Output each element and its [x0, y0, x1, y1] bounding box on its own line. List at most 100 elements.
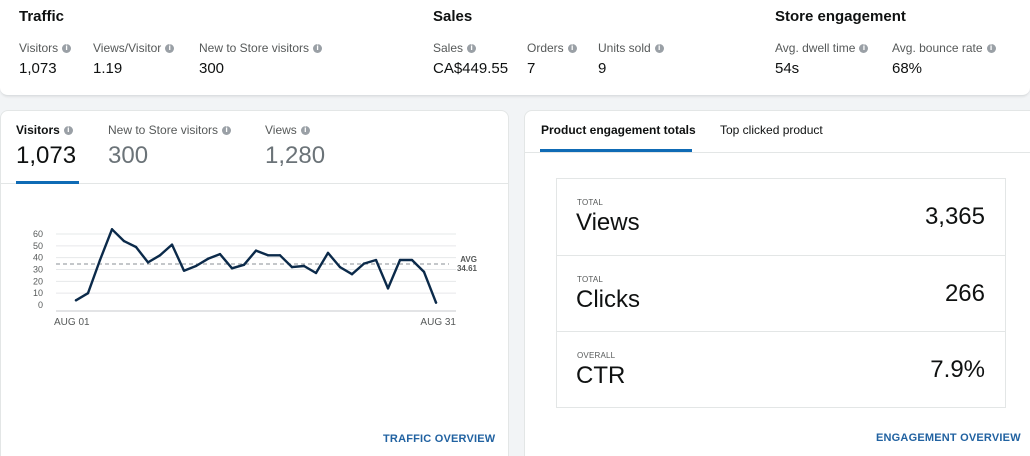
data-point — [158, 254, 162, 257]
metric-views-per-visitor: Views/Visitor i 1.19 — [93, 41, 175, 77]
tab-label: Views — [265, 123, 297, 137]
metric-new-to-store: New to Store visitors i 300 — [199, 41, 323, 77]
tab-label: New to Store visitors — [108, 123, 219, 137]
engagement-group-title: Store engagement — [775, 8, 906, 25]
row-caption: OVERALL — [577, 351, 616, 360]
metric-units-sold: Units sold i 9 — [598, 41, 664, 77]
y-tick-label: 20 — [33, 276, 43, 286]
totals-row-clicks: TOTAL Clicks 266 — [557, 255, 1005, 331]
info-icon[interactable]: i — [62, 43, 72, 53]
metric-label: Avg. dwell time — [775, 41, 856, 55]
x-start-label: AUG 01 — [54, 317, 90, 328]
traffic-metric-tabs: Visitors i 1,073 New to Store visitors i 3… — [1, 111, 508, 184]
metric-value: 7 — [527, 60, 536, 77]
traffic-group-title: Traffic — [19, 8, 65, 25]
row-value: 7.9% — [930, 356, 985, 383]
active-tab-underline — [16, 181, 79, 184]
data-point — [254, 249, 258, 252]
data-point — [410, 258, 414, 262]
metric-label: Orders — [527, 41, 564, 55]
info-icon[interactable]: i — [63, 125, 73, 135]
y-tick-label: 30 — [33, 265, 43, 275]
info-icon[interactable]: i — [165, 43, 175, 53]
data-point — [242, 263, 246, 266]
y-tick-label: 50 — [33, 241, 43, 251]
metric-value: 9 — [598, 60, 607, 77]
traffic-card: Visitors i 1,073 New to Store visitors i 3… — [0, 110, 509, 456]
metric-label: Units sold — [598, 41, 651, 55]
row-name: Clicks — [576, 286, 640, 313]
data-point — [74, 299, 78, 302]
data-point — [302, 264, 306, 268]
info-icon[interactable]: i — [567, 43, 577, 53]
data-point — [290, 265, 294, 269]
info-icon[interactable]: i — [467, 43, 477, 53]
x-end-label: AUG 31 — [420, 317, 456, 328]
data-point — [86, 291, 90, 295]
metric-visitors: Visitors i 1,073 — [19, 41, 72, 77]
data-point — [374, 258, 378, 262]
row-caption: TOTAL — [577, 198, 604, 207]
data-point — [338, 265, 342, 269]
tab-label: Visitors — [16, 123, 60, 137]
data-point — [170, 243, 174, 246]
tab-new-to-store[interactable]: New to Store visitors i 300 — [108, 123, 232, 170]
metric-label: New to Store visitors — [199, 41, 310, 55]
info-icon[interactable]: i — [313, 43, 323, 53]
metric-value: 68% — [892, 60, 923, 77]
data-point — [422, 270, 426, 274]
data-point — [230, 267, 234, 270]
data-point — [350, 273, 354, 276]
tab-visitors[interactable]: Visitors i 1,073 — [16, 123, 76, 170]
row-name: CTR — [576, 362, 626, 389]
y-tick-label: 0 — [38, 300, 43, 310]
metric-value: 54s — [775, 60, 800, 77]
tab-value: 300 — [108, 142, 149, 169]
totals-row-ctr: OVERALL CTR 7.9% — [557, 331, 1005, 407]
metric-bounce-rate: Avg. bounce rate i 68% — [892, 41, 996, 77]
sales-group-title: Sales — [433, 8, 473, 25]
tab-top-clicked-product[interactable]: Top clicked product — [720, 123, 823, 137]
info-icon[interactable]: i — [654, 43, 664, 53]
metric-dwell-time: Avg. dwell time i 54s — [775, 41, 869, 77]
data-point — [386, 287, 390, 290]
tab-value: 1,073 — [16, 142, 77, 169]
average-value-label: 34.61 — [457, 264, 478, 273]
metric-orders: Orders i 7 — [527, 41, 577, 77]
data-point — [398, 258, 402, 262]
engagement-overview-link[interactable]: ENGAGEMENT OVERVIEW — [876, 432, 1021, 444]
data-point — [326, 251, 330, 255]
metric-value: 1.19 — [93, 60, 123, 77]
totals-row-views: TOTAL Views 3,365 — [557, 179, 1005, 255]
data-point — [206, 257, 210, 261]
data-point — [314, 271, 318, 275]
data-point — [434, 301, 438, 304]
active-tab-underline — [540, 149, 692, 152]
metric-sales: Sales i CA$449.55 — [433, 41, 508, 77]
engagement-totals-table: TOTAL Views 3,365 TOTAL Clicks 266 OVERA… — [556, 178, 1006, 408]
data-point — [194, 264, 198, 268]
traffic-overview-link[interactable]: TRAFFIC OVERVIEW — [383, 433, 496, 445]
metric-label: Views/Visitor — [93, 41, 162, 55]
info-icon[interactable]: i — [986, 43, 996, 53]
info-icon[interactable]: i — [300, 125, 310, 135]
tab-value: 1,280 — [265, 142, 326, 169]
engagement-card: Product engagement totals Top clicked pr… — [524, 110, 1030, 456]
tab-product-engagement-totals[interactable]: Product engagement totals — [541, 123, 696, 137]
engagement-tabs: Product engagement totals Top clicked pr… — [525, 111, 1030, 153]
metric-label: Avg. bounce rate — [892, 41, 983, 55]
tab-views[interactable]: Views i 1,280 — [265, 123, 325, 170]
row-value: 3,365 — [924, 203, 985, 230]
data-point — [146, 261, 150, 264]
info-icon[interactable]: i — [222, 125, 232, 135]
info-icon[interactable]: i — [859, 43, 869, 53]
y-tick-label: 40 — [33, 253, 43, 263]
data-point — [182, 269, 186, 272]
data-point — [110, 228, 114, 231]
y-tick-label: 10 — [33, 288, 43, 298]
metric-label: Visitors — [19, 41, 59, 55]
row-value: 266 — [944, 280, 985, 307]
metric-value: CA$449.55 — [433, 60, 509, 77]
data-point — [362, 262, 366, 265]
data-point — [134, 245, 138, 249]
